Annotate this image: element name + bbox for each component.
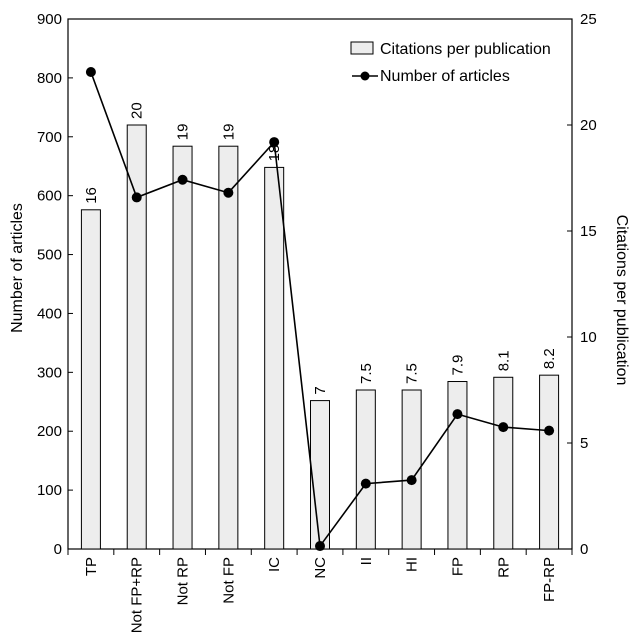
y-tick-label: 500 — [37, 247, 62, 264]
line-point — [360, 478, 371, 489]
right-axis-ticks: 0 5 10 15 20 25 — [567, 11, 597, 558]
bar-data-label: 7.5 — [404, 363, 421, 384]
line-point — [406, 475, 417, 486]
x-tick-label: II — [358, 557, 375, 565]
y2-tick-label: 10 — [580, 329, 597, 346]
line-series — [85, 67, 555, 552]
y-tick-label: 800 — [37, 70, 62, 87]
line-point — [452, 409, 463, 420]
y2-tick-label: 0 — [580, 541, 588, 558]
x-tick-label: Not RP — [175, 557, 192, 605]
y-axis-label: Number of articles — [9, 203, 26, 333]
y2-axis-label: Citations per publication — [613, 215, 630, 386]
bar — [218, 145, 239, 550]
x-tick-label: IC — [266, 557, 283, 572]
x-tick-label: TP — [83, 557, 100, 576]
bar-data-label: 16 — [83, 187, 100, 204]
line-point — [315, 541, 325, 552]
bar-data-label: 7.5 — [358, 363, 375, 384]
left-axis-ticks: 0 100 200 300 400 500 600 700 800 900 — [37, 11, 73, 558]
bar — [264, 166, 285, 550]
y-tick-label: 600 — [37, 188, 62, 205]
bar — [401, 389, 422, 550]
bar — [539, 374, 560, 550]
bar-data-label: 7 — [312, 386, 329, 394]
y-tick-label: 200 — [37, 423, 62, 440]
legend-bar-swatch — [350, 41, 374, 55]
y2-tick-label: 25 — [580, 11, 597, 28]
legend-line-marker — [360, 71, 370, 81]
y2-tick-label: 20 — [580, 117, 597, 134]
bar-series — [80, 124, 560, 550]
x-tick-label: FP — [449, 557, 466, 576]
line-point — [131, 192, 142, 203]
x-tick-label: NC — [312, 557, 329, 579]
y2-tick-label: 5 — [580, 435, 588, 452]
line-point — [85, 67, 96, 77]
y-tick-label: 400 — [37, 305, 62, 322]
x-tick-label: Not FP — [220, 557, 237, 604]
bar-data-label: 19 — [220, 124, 237, 141]
line-point — [177, 174, 188, 185]
bar-data-label: 8.1 — [495, 350, 512, 371]
x-tick-label: FP-RP — [541, 557, 558, 602]
bar — [80, 209, 101, 550]
bar — [355, 389, 376, 550]
bar — [126, 124, 147, 550]
bar-data-label: 19 — [175, 124, 192, 141]
x-tick-label: HI — [404, 557, 421, 572]
bar — [447, 381, 468, 550]
x-axis-ticks: TP Not FP+RP Not RP Not FP IC NC II HI FP RP FP-RP — [67, 549, 573, 633]
x-tick-label: RP — [495, 557, 512, 578]
legend-bar-label: Citations per publication — [380, 41, 551, 58]
bar-data-label: 8.2 — [541, 348, 558, 369]
y-tick-label: 0 — [54, 541, 62, 558]
y-tick-label: 100 — [37, 482, 62, 499]
y-tick-label: 700 — [37, 129, 62, 146]
y-tick-label: 900 — [37, 11, 62, 28]
line-point — [223, 187, 234, 198]
bar — [310, 400, 330, 550]
line-point — [544, 425, 555, 436]
legend: Citations per publication Number of arti… — [350, 41, 551, 85]
bar — [172, 145, 193, 550]
line-point — [498, 422, 509, 433]
bar-data-label: 7.9 — [449, 355, 466, 376]
bar — [493, 376, 514, 550]
y-tick-label: 300 — [37, 364, 62, 381]
line-point — [269, 137, 280, 148]
y2-tick-label: 15 — [580, 223, 597, 240]
legend-line-label: Number of articles — [380, 68, 510, 85]
x-tick-label: Not FP+RP — [129, 557, 146, 633]
bar-data-label: 20 — [129, 102, 146, 119]
